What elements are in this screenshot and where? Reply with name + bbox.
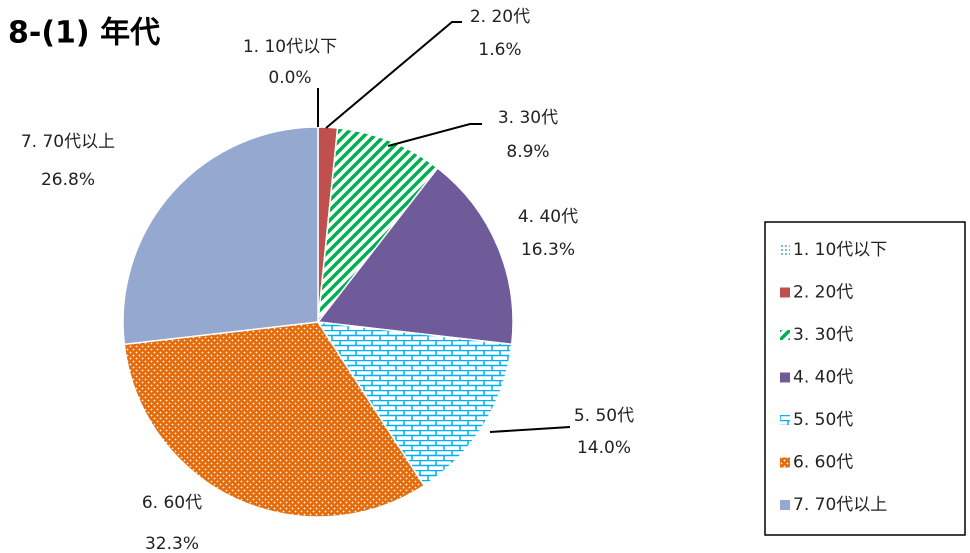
legend-swatch bbox=[780, 245, 790, 255]
slice-label: 2. 20代 bbox=[470, 7, 530, 27]
legend-swatch bbox=[780, 372, 790, 383]
slice-label: 5. 50代 bbox=[574, 406, 634, 426]
pie-slice bbox=[122, 126, 319, 346]
legend-swatch bbox=[780, 287, 790, 298]
slice-value: 16.3% bbox=[521, 240, 575, 260]
slice-label: 3. 30代 bbox=[498, 108, 558, 128]
pie-slice bbox=[316, 166, 514, 346]
slice-value: 32.3% bbox=[145, 534, 199, 553]
legend-swatch bbox=[780, 415, 790, 425]
slice-value: 0.0% bbox=[268, 68, 311, 88]
pie-slice bbox=[123, 321, 426, 518]
legend-label: 4. 40代 bbox=[793, 368, 853, 388]
slice-label: 6. 60代 bbox=[142, 493, 202, 513]
pie-slice bbox=[316, 321, 513, 487]
slice-label: 7. 70代以上 bbox=[21, 132, 115, 152]
legend-swatch bbox=[780, 500, 790, 510]
leader-line bbox=[489, 426, 571, 433]
slice-value: 1.6% bbox=[478, 40, 521, 60]
slice-value: 26.8% bbox=[41, 170, 95, 190]
slice-value: 8.9% bbox=[506, 142, 549, 162]
leader-line bbox=[325, 21, 462, 129]
slice-value: 14.0% bbox=[577, 438, 631, 458]
chart-title: 8-(1) 年代 bbox=[8, 16, 160, 51]
legend-swatch bbox=[780, 457, 790, 468]
legend-label: 7. 70代以上 bbox=[793, 495, 887, 515]
slice-label: 4. 40代 bbox=[518, 207, 578, 227]
legend-label: 2. 20代 bbox=[793, 283, 853, 303]
legend-box bbox=[764, 221, 966, 536]
legend-swatch bbox=[780, 330, 790, 340]
legend-label: 1. 10代以下 bbox=[793, 240, 887, 260]
legend-label: 5. 50代 bbox=[793, 410, 853, 430]
legend-label: 6. 60代 bbox=[793, 453, 853, 473]
legend-label: 3. 30代 bbox=[793, 325, 853, 345]
leader-line bbox=[387, 123, 482, 147]
pie-slice bbox=[316, 127, 439, 325]
slice-label: 1. 10代以下 bbox=[243, 37, 337, 57]
